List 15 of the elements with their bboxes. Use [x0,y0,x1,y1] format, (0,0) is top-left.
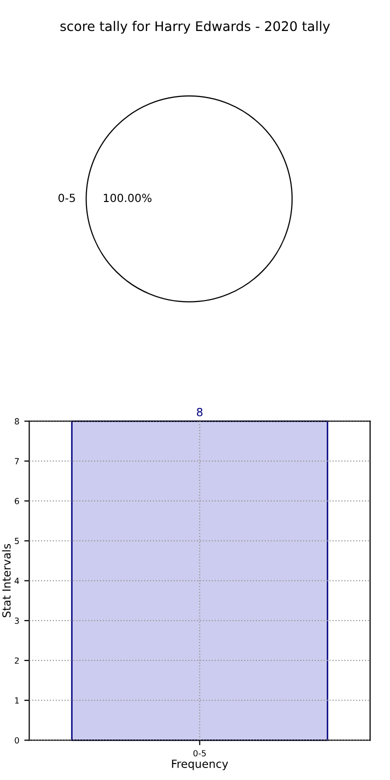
slice-label: 0-5 [58,194,75,202]
y-axis-title: Stat Intervals [2,544,11,618]
y-tick-label: 7 [14,458,19,464]
y-tick-label: 6 [14,498,20,504]
x-axis-title: Frequency [172,760,228,770]
y-tick-label: 1 [15,697,19,704]
y-tick-label: 4 [14,578,20,584]
y-tick-label: 5 [14,538,19,544]
chart-title: score tally for Harry Edwards - 2020 tally [60,20,330,34]
data-label: 100.00% [104,194,152,202]
y-tick-label: 0 [14,737,19,744]
y-tick-label: 2 [14,657,19,664]
data-label: 8 [196,408,202,416]
y-tick-label: 3 [14,618,19,624]
y-tick-label: 8 [14,418,19,424]
